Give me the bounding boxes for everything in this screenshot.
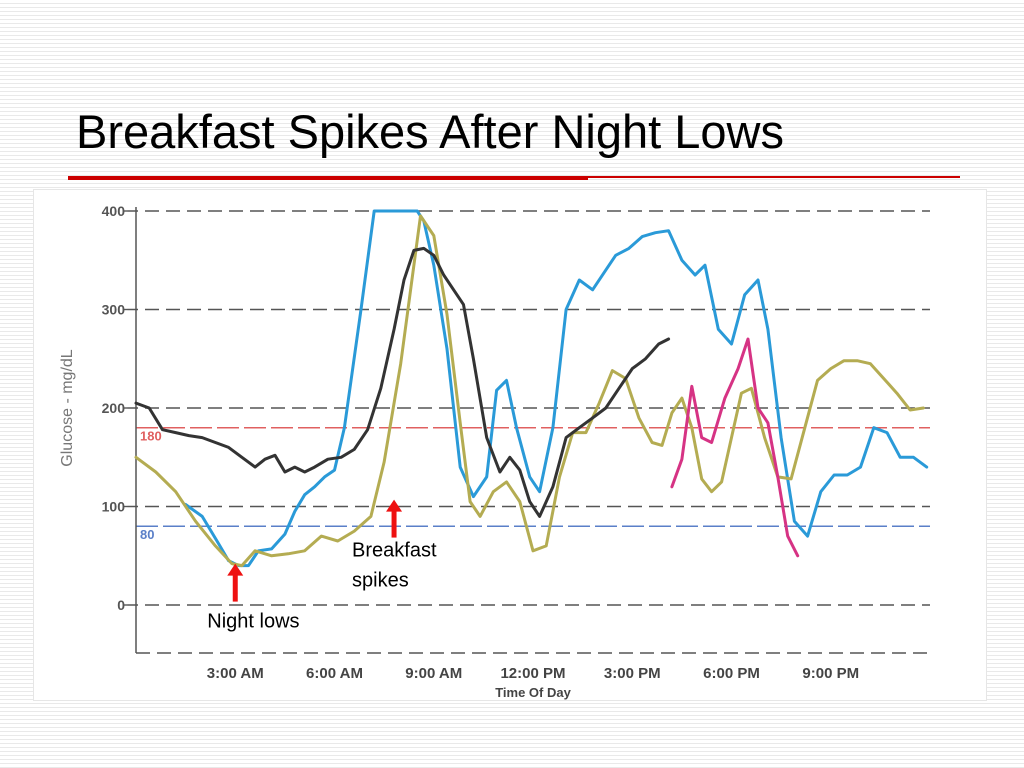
reference-label-80: 80	[140, 527, 154, 542]
annotation-arrowhead	[386, 499, 403, 512]
annotation-0: Night lows	[207, 563, 300, 633]
x-tick-label: 3:00 PM	[604, 665, 661, 682]
annotation-text: Breakfast	[352, 540, 437, 562]
x-tick-label: 9:00 AM	[405, 665, 462, 682]
x-tick-label: 12:00 PM	[500, 665, 565, 682]
x-tick-label: 9:00 PM	[802, 665, 859, 682]
series-line-1	[134, 214, 925, 568]
y-tick-label: 200	[102, 400, 126, 416]
y-axis-title: Glucose - mg/dL	[59, 349, 76, 466]
reference-label-180: 180	[140, 429, 162, 444]
annotation-text: spikes	[352, 570, 409, 592]
grid-layer	[124, 210, 930, 606]
series-line-2	[134, 246, 671, 518]
series-line-3	[670, 337, 800, 558]
y-tick-label: 400	[102, 203, 126, 219]
annotations: Night lows Breakfast spikes	[207, 499, 437, 633]
x-tick-label: 6:00 PM	[703, 665, 760, 682]
annotation-text: Night lows	[207, 611, 299, 633]
y-tick-label: 100	[102, 499, 126, 515]
y-tick-label: 0	[117, 597, 125, 613]
title-underline-accent	[68, 176, 588, 180]
x-tick-label: 6:00 AM	[306, 665, 363, 682]
x-axis-title: Time Of Day	[495, 685, 571, 700]
title-underline-thin	[588, 176, 960, 178]
y-tick-label: 300	[102, 302, 126, 318]
series-line-0	[184, 209, 929, 568]
axes: 0 100 200 300 400 3:00 AM 6:00 AM 9:00 AM 12:00 …	[59, 203, 930, 700]
series-layer	[134, 209, 929, 568]
annotation-1: Breakfast spikes	[352, 499, 437, 592]
x-tick-label: 3:00 AM	[207, 665, 264, 682]
annotation-arrowhead	[227, 563, 244, 576]
slide-title: Breakfast Spikes After Night Lows	[76, 105, 784, 158]
glucose-line-chart: 180 80 0 100 200 300 400 3:00 AM 6:00 AM 9:00 AM…	[34, 190, 986, 700]
